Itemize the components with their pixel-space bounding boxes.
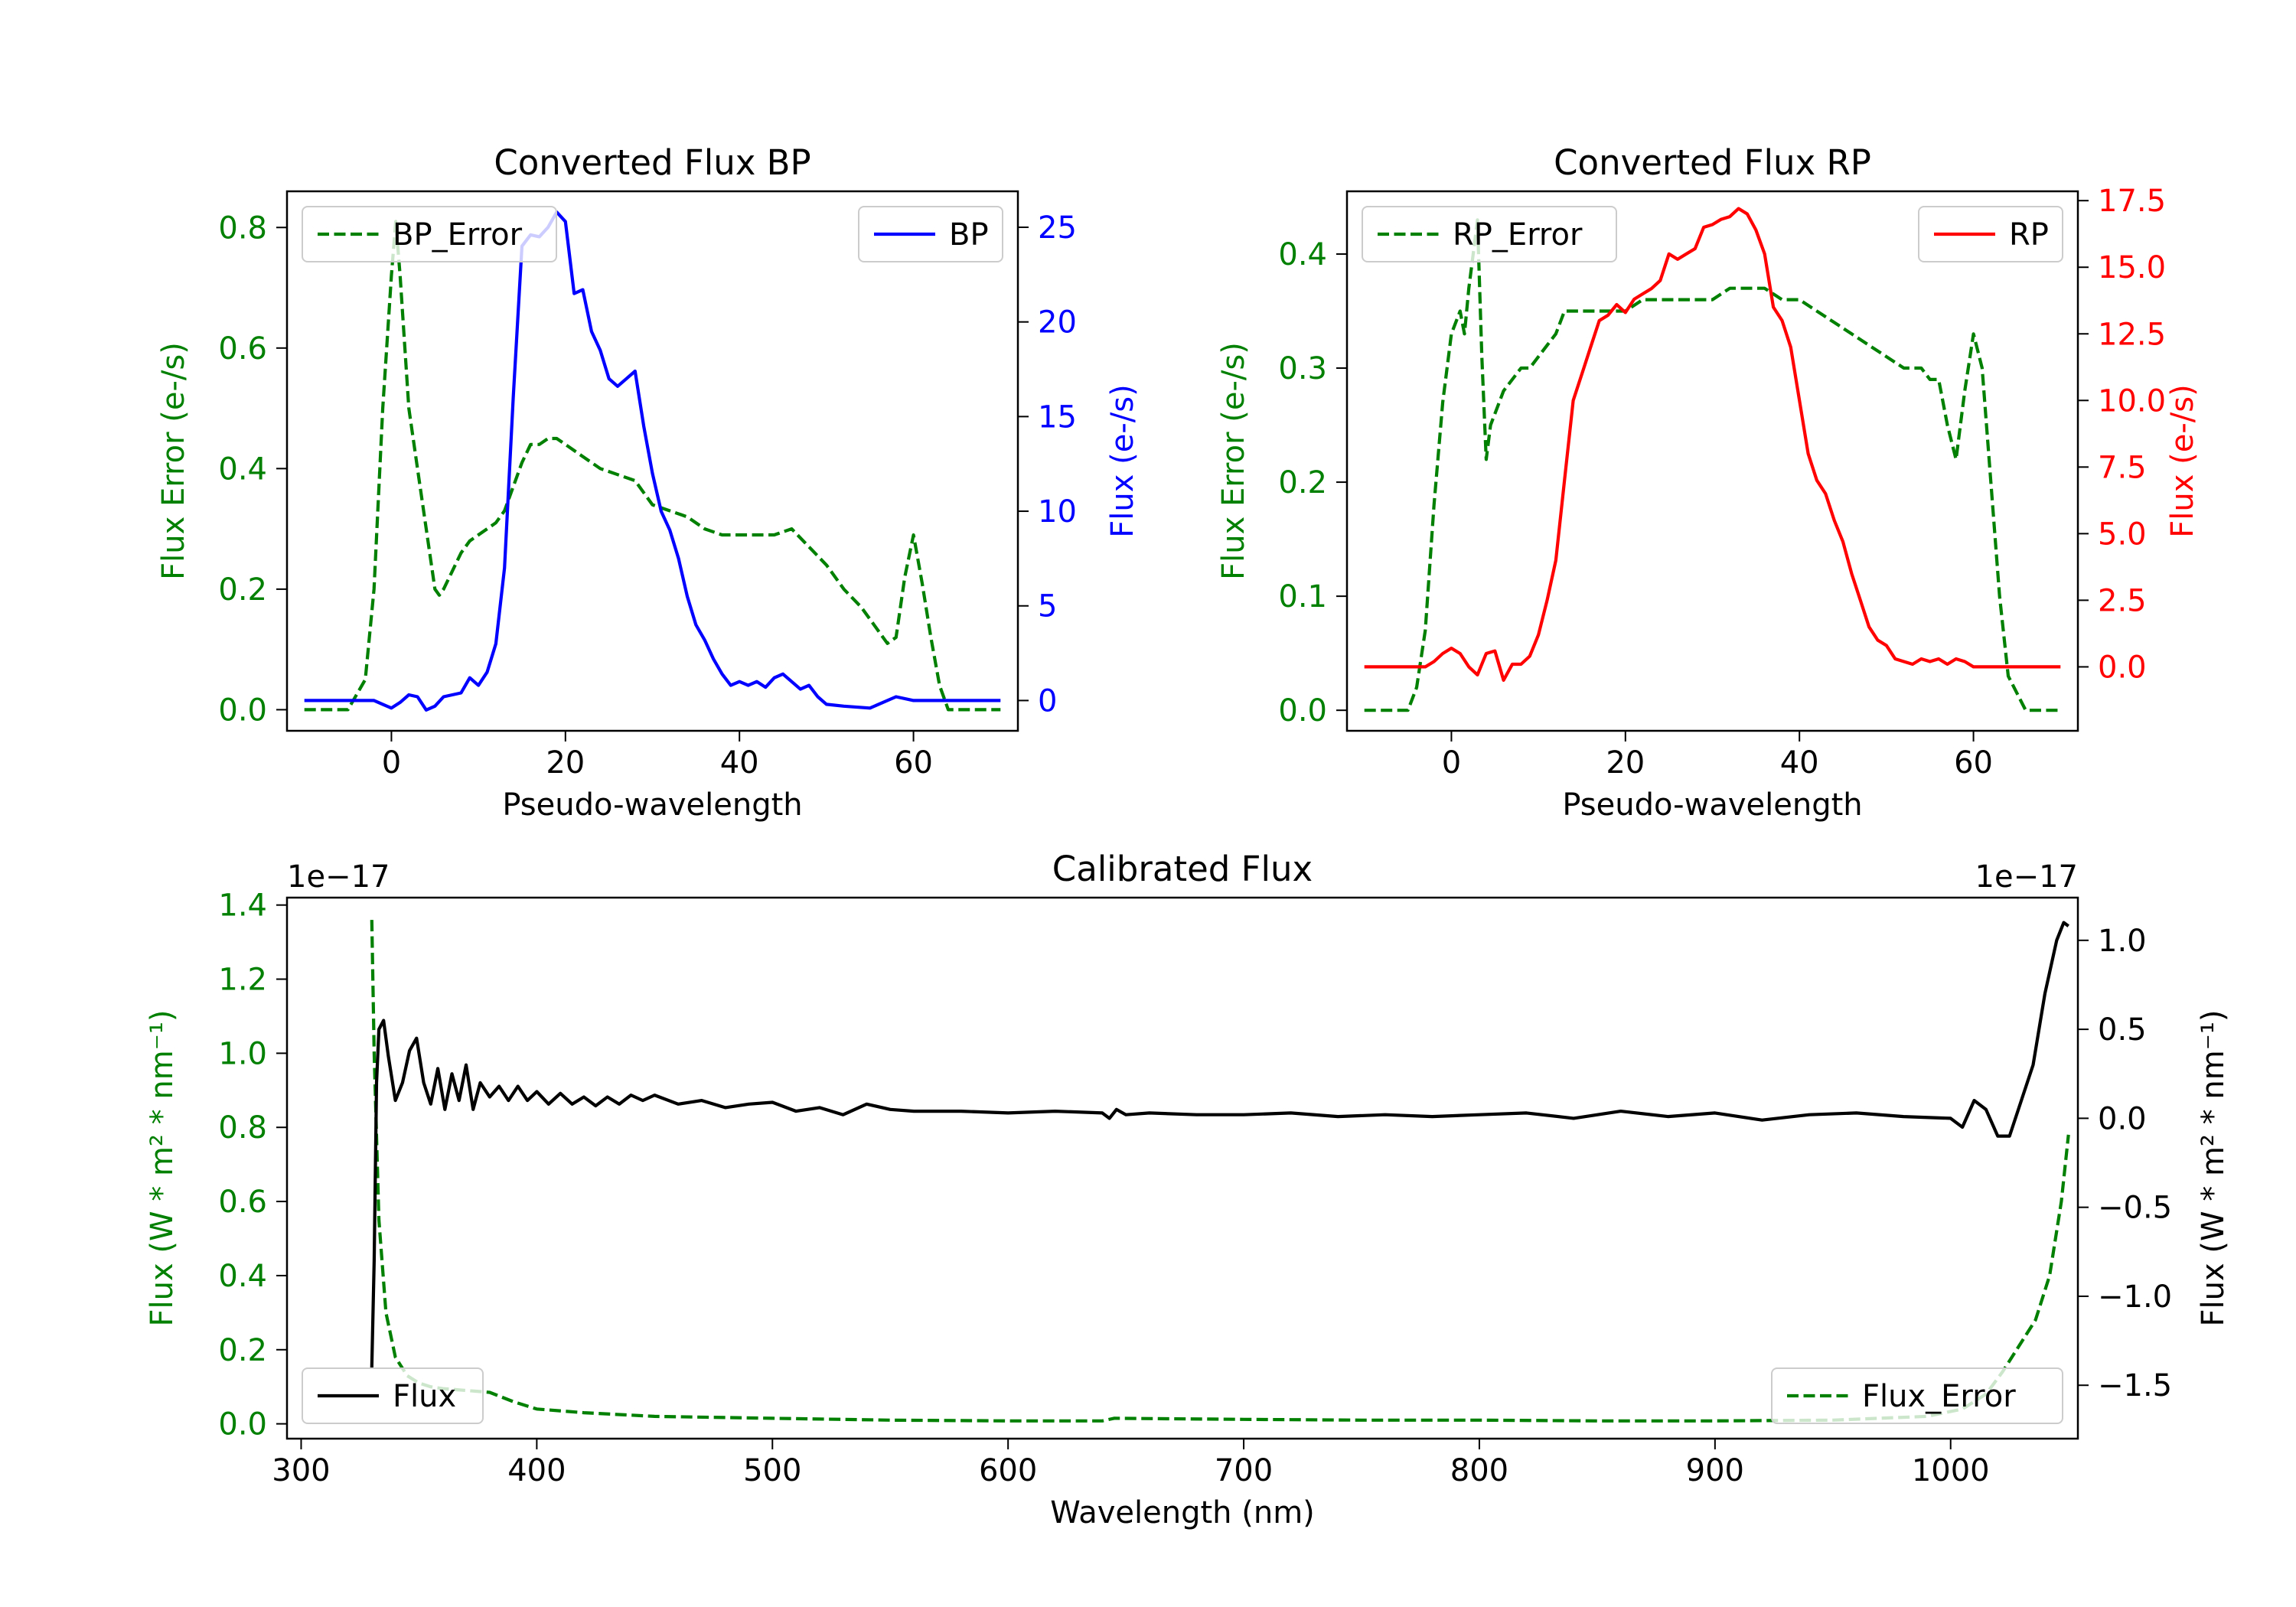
y-left-tick-label: 0.4: [218, 451, 267, 487]
panel-rp: Converted Flux RP 0 20 40 60 Pseudo-wavelengt…: [1216, 142, 2200, 823]
y-left-tick-label: 0.0: [1278, 693, 1327, 729]
y-right-tick-label: 15.0: [2098, 250, 2166, 285]
legend-flux: Flux: [302, 1367, 484, 1424]
y-left-tick-label: 0.6: [218, 1185, 267, 1220]
y-left-tick-label: 0.0: [218, 1407, 267, 1442]
axes-frame: [285, 896, 2079, 1440]
x-axis-label: Pseudo-wavelength: [1562, 787, 1862, 823]
x-tick-label: 700: [1215, 1453, 1273, 1488]
y-left-tick-label: 0.0: [218, 693, 267, 728]
y-right-tick-label: 1.0: [2098, 924, 2147, 959]
legend-bp-error: BP_Error: [302, 206, 557, 262]
legend-box: [302, 206, 557, 262]
y-right-tick-label: 5: [1038, 589, 1057, 624]
axes-frame: [1345, 190, 2079, 732]
y-right-tick-label: 2.5: [2098, 583, 2147, 618]
chart-title: Calibrated Flux: [1052, 849, 1313, 889]
series-lines: [304, 210, 1001, 712]
legend-box: [302, 1367, 484, 1424]
y-right-offset: 1e−17: [1975, 859, 2078, 895]
y-right-tick-label: 10: [1038, 494, 1077, 530]
y-left-tick-label: 1.2: [218, 963, 267, 998]
legend-box: [1771, 1367, 2063, 1424]
y-right-tick-label: −1.0: [2098, 1279, 2172, 1315]
x-tick-label: 40: [1780, 745, 1819, 781]
x-axis-label: Wavelength (nm): [1050, 1495, 1315, 1530]
chart-title: Converted Flux RP: [1554, 142, 1871, 183]
x-tick-label: 0: [382, 745, 401, 781]
series-flux: [370, 921, 2069, 1368]
y-right-tick-label: 0.5: [2098, 1012, 2147, 1048]
y-right-tick-label: 12.5: [2098, 317, 2166, 352]
y-right-tick-label: 0.0: [2098, 1101, 2147, 1136]
y-right-tick-label: 20: [1038, 305, 1077, 341]
legend-bp: BP: [858, 206, 1003, 262]
y-left-axis-label: Flux (W * m² * nm⁻¹): [145, 1010, 180, 1327]
y-left-tick-label: 0.2: [1278, 465, 1327, 500]
y-right-tick-label: −1.5: [2098, 1368, 2172, 1403]
legend-label: Flux_Error: [1862, 1379, 2016, 1414]
y-left-tick-label: 1.4: [218, 888, 267, 924]
y-right-tick-label: 0.0: [2098, 650, 2147, 685]
x-tick-label: 60: [894, 745, 933, 781]
x-tick-label: 1000: [1912, 1453, 1990, 1488]
series-lines: [1364, 207, 2061, 712]
legend-rp-error: RP_Error: [1362, 206, 1617, 262]
y-left-tick-label: 0.4: [218, 1259, 267, 1294]
y-left-offset: 1e−17: [287, 859, 390, 895]
y-left-tick-label: 0.8: [218, 1110, 267, 1146]
y-right-axis-label: Flux (W * m² * nm⁻¹): [2196, 1010, 2231, 1327]
y-left-tick-label: 1.0: [218, 1036, 267, 1071]
x-tick-label: 40: [720, 745, 759, 781]
series-bp: [304, 210, 1001, 712]
y-left-axis-label: Flux Error (e-/s): [156, 342, 191, 580]
legend-rp: RP: [1918, 206, 2063, 262]
y-right-tick-label: 17.5: [2098, 184, 2166, 219]
axes-frame: [285, 190, 1019, 732]
series-bp-error: [304, 220, 1001, 712]
y-left-axis-label: Flux Error (e-/s): [1216, 342, 1251, 580]
x-tick-label: 800: [1450, 1453, 1508, 1488]
y-right-tick-label: 0: [1038, 683, 1057, 719]
legend-label: RP_Error: [1453, 217, 1583, 253]
y-left-tick-label: 0.4: [1278, 237, 1327, 272]
legend-label: RP: [2009, 217, 2049, 253]
legend-flux-error: Flux_Error: [1771, 1367, 2063, 1424]
legend-label: BP: [949, 217, 989, 253]
series-rp: [1364, 207, 2061, 682]
x-tick-label: 20: [1606, 745, 1645, 781]
y-right-tick-label: 10.0: [2098, 383, 2166, 419]
y-left-tick-label: 0.3: [1278, 351, 1327, 386]
y-right-axis-label: Flux (e-/s): [2165, 384, 2200, 537]
chart-title: Converted Flux BP: [494, 142, 810, 183]
y-left-tick-label: 0.2: [218, 572, 267, 608]
x-tick-label: 900: [1686, 1453, 1744, 1488]
y-right-tick-label: 25: [1038, 210, 1077, 246]
x-tick-label: 20: [546, 745, 585, 781]
y-left-tick-label: 0.2: [218, 1333, 267, 1368]
x-tick-label: 600: [979, 1453, 1037, 1488]
x-tick-label: 500: [743, 1453, 801, 1488]
y-left-tick-label: 0.1: [1278, 579, 1327, 614]
panel-bp: Converted Flux BP 0 20 40 60 Pseudo-wavelengt…: [156, 142, 1140, 823]
series-rp-error: [1364, 218, 2061, 712]
legend-box: [1362, 206, 1617, 262]
x-tick-label: 0: [1442, 745, 1461, 781]
x-axis-label: Pseudo-wavelength: [502, 787, 802, 823]
legend-label: Flux: [393, 1379, 456, 1414]
x-tick-label: 300: [272, 1453, 330, 1488]
y-right-tick-label: 15: [1038, 399, 1077, 435]
y-right-tick-label: 5.0: [2098, 517, 2147, 552]
panel-cal: Calibrated Flux 300 400 500 600 700 800 900 1000…: [145, 849, 2231, 1530]
y-right-axis-label: Flux (e-/s): [1105, 384, 1140, 537]
y-right-tick-label: 7.5: [2098, 450, 2147, 485]
y-left-tick-label: 0.8: [218, 210, 267, 246]
y-right-tick-label: −0.5: [2098, 1191, 2172, 1226]
x-tick-label: 60: [1954, 745, 1993, 781]
y-left-tick-label: 0.6: [218, 331, 267, 367]
x-tick-label: 400: [507, 1453, 566, 1488]
legend-label: BP_Error: [393, 217, 523, 253]
